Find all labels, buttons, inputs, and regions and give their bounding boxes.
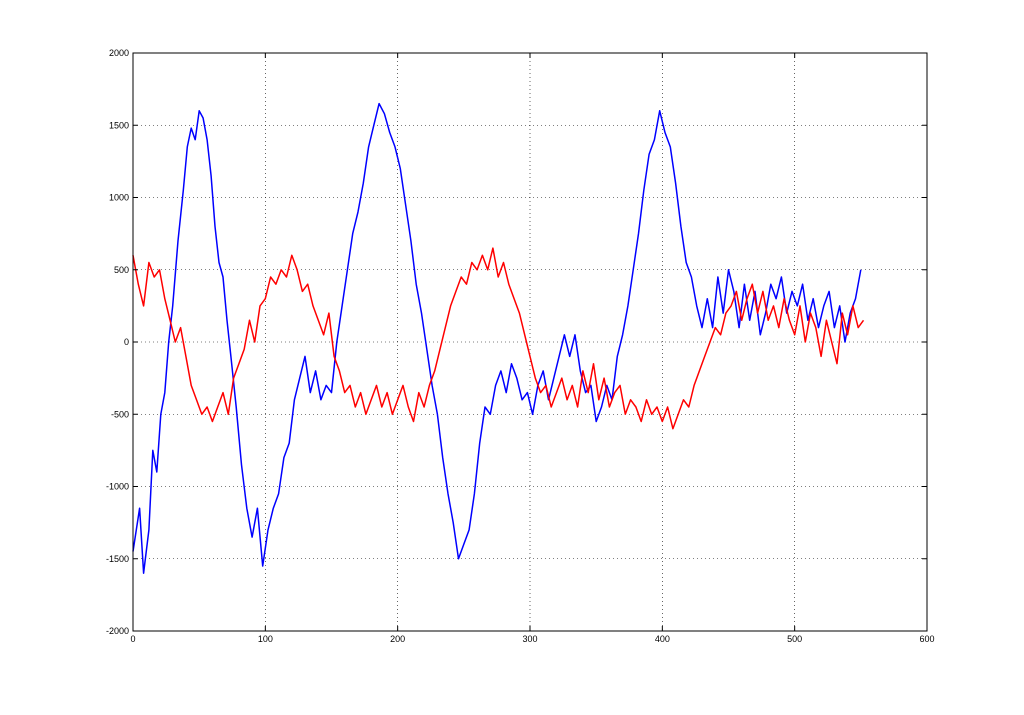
x-tick-label: 600	[919, 634, 934, 644]
series-layer	[132, 102, 865, 574]
series-line-1	[132, 102, 862, 574]
x-tick-label: 300	[522, 634, 537, 644]
y-tick-label: 0	[124, 337, 129, 347]
x-tick-label: 0	[130, 634, 135, 644]
y-tick-label: -500	[111, 409, 129, 419]
y-tick-label: 500	[114, 265, 129, 275]
y-tick-label: 2000	[109, 48, 129, 58]
ticks-layer: 0 100 200 300 400 500 600 -2000 -1500 -1000 -500 0 5…	[106, 48, 935, 644]
x-tick-label: 200	[390, 634, 405, 644]
series-line-2	[132, 247, 865, 430]
y-tick-label: 1000	[109, 193, 129, 203]
grid-layer	[133, 53, 927, 631]
x-tick-label: 400	[655, 634, 670, 644]
y-tick-label: -1000	[106, 482, 129, 492]
x-tick-label: 500	[787, 634, 802, 644]
x-tick-label: 100	[258, 634, 273, 644]
y-tick-label: -1500	[106, 554, 129, 564]
y-tick-label: 1500	[109, 120, 129, 130]
y-tick-label: -2000	[106, 626, 129, 636]
